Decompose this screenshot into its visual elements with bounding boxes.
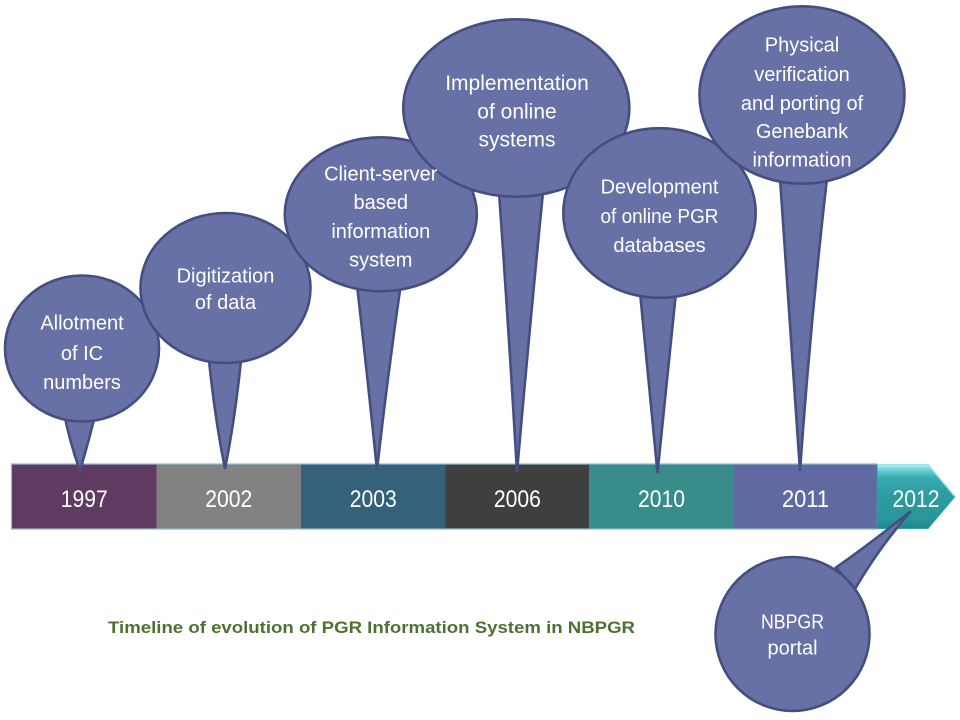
svg-text:of online: of online xyxy=(477,100,556,123)
svg-text:system: system xyxy=(349,249,412,271)
svg-text:of IC: of IC xyxy=(61,343,103,365)
svg-text:Implementation: Implementation xyxy=(445,72,589,95)
svg-text:and porting of: and porting of xyxy=(741,93,864,115)
svg-text:1997: 1997 xyxy=(61,486,108,513)
svg-text:2011: 2011 xyxy=(782,486,829,513)
svg-text:2002: 2002 xyxy=(205,486,252,513)
svg-text:Physical: Physical xyxy=(765,35,839,57)
svg-text:2010: 2010 xyxy=(638,486,685,513)
svg-text:2003: 2003 xyxy=(350,486,397,513)
svg-text:Client-server: Client-server xyxy=(324,164,438,186)
svg-text:of data: of data xyxy=(195,292,257,314)
svg-text:based: based xyxy=(354,192,409,214)
svg-text:information: information xyxy=(753,150,852,172)
svg-text:Development: Development xyxy=(601,176,719,198)
svg-text:Allotment: Allotment xyxy=(40,313,124,335)
svg-text:Timeline of evolution of PGR I: Timeline of evolution of PGR Information… xyxy=(108,618,635,637)
svg-text:NBPGR: NBPGR xyxy=(761,612,824,634)
svg-text:2012: 2012 xyxy=(893,486,940,513)
svg-text:information: information xyxy=(331,221,430,243)
svg-text:Digitization: Digitization xyxy=(177,266,275,288)
svg-text:numbers: numbers xyxy=(43,372,121,394)
svg-text:verification: verification xyxy=(754,64,850,86)
svg-text:databases: databases xyxy=(613,235,705,257)
svg-text:systems: systems xyxy=(478,129,555,152)
svg-text:2006: 2006 xyxy=(494,486,541,513)
svg-text:portal: portal xyxy=(767,638,817,660)
svg-text:of online PGR: of online PGR xyxy=(601,206,719,228)
svg-text:Genebank: Genebank xyxy=(756,121,849,143)
